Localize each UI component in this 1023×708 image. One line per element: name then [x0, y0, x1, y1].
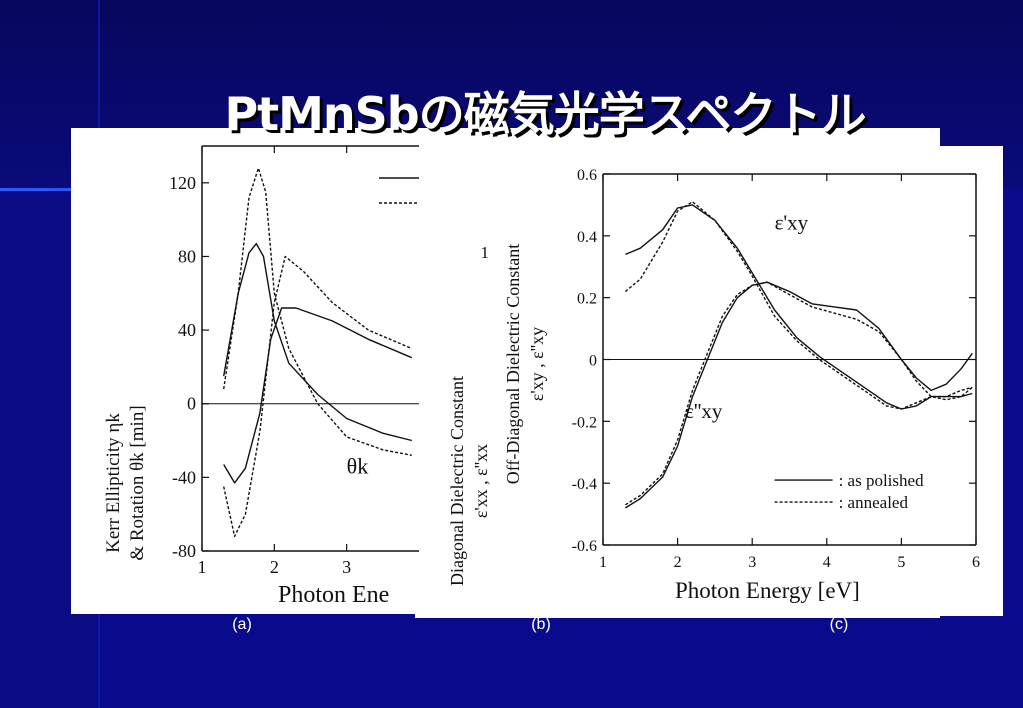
chart-a-series-2-line — [223, 307, 413, 484]
chart-a-ylabel-line2: & Rotation θk [min] — [127, 405, 148, 560]
chart-a: Kerr Ellipticity ηk & Rotation θk [min] … — [103, 145, 419, 608]
chart-c-xtick-label: 5 — [897, 554, 905, 571]
chart-c-legend-label-0: : as polished — [839, 471, 924, 490]
chart-c-xtick-label: 6 — [972, 554, 980, 571]
chart-a-xlabel: Photon Ene — [278, 582, 389, 608]
chart-a-series-1-line — [223, 167, 412, 456]
chart-a-xtick-label: 3 — [342, 557, 351, 577]
chart-a-ytick-label: 0 — [187, 394, 196, 414]
chart-c: Off-Diagonal Dielectric Constant ε'xy , … — [503, 167, 980, 603]
caption-b: (b) — [531, 616, 551, 633]
chart-c-series-2-line — [625, 281, 973, 509]
chart-a-ytick-label: -40 — [172, 467, 196, 487]
panel-a: Kerr Ellipticity ηk & Rotation θk [min] … — [71, 128, 419, 614]
chart-c-ytick-label: 0.2 — [577, 291, 597, 308]
chart-a-ytick-label: -80 — [172, 541, 196, 561]
chart-a-ytick-label: 40 — [178, 320, 196, 340]
chart-c-ylabel-line2: ε'xy , ε''xy — [527, 327, 547, 401]
caption-c: (c) — [829, 616, 849, 633]
caption-a: (a) — [232, 616, 252, 633]
chart-b-ylabel-line1: Diagonal Dielectric Constant — [447, 376, 467, 586]
chart-a-ytick-label: 120 — [169, 173, 196, 193]
chart-c-legend-label-1: : annealed — [839, 493, 909, 512]
chart-c-ytick-label: 0 — [589, 353, 597, 370]
chart-c-series-0-line — [625, 204, 973, 410]
chart-c-xtick-label: 1 — [599, 554, 607, 571]
chart-c-xtick-label: 4 — [823, 554, 831, 571]
chart-c-annotation: ε''xy — [685, 399, 723, 423]
chart-c-xtick-label: 3 — [748, 554, 756, 571]
slide-title: PtMnSbの磁気光学スペクトル — [224, 87, 866, 141]
chart-a-xtick-label: 2 — [270, 557, 279, 577]
chart-a-series-0-line — [223, 242, 412, 442]
chart-c-series-1-line — [624, 201, 973, 410]
chart-c-xlabel: Photon Energy [eV] — [675, 578, 860, 603]
chart-c-ytick-label: -0.4 — [572, 476, 597, 493]
chart-a-ylabel-line1: Kerr Ellipticity ηk — [103, 413, 124, 553]
chart-c-ytick-label: 0.4 — [577, 229, 597, 246]
chart-a-ytick-label: 80 — [178, 246, 196, 266]
chart-c-ytick-label: 0.6 — [577, 167, 597, 184]
chart-c-ylabel-line1: Off-Diagonal Dielectric Constant — [503, 244, 523, 485]
chart-a-xtick-label: 1 — [198, 557, 207, 577]
chart-b-tick-label: 1 — [481, 243, 490, 262]
panel-c: Off-Diagonal Dielectric Constant ε'xy , … — [493, 146, 1003, 616]
chart-c-ytick-label: -0.6 — [572, 538, 597, 555]
chart-c-ytick-label: -0.2 — [572, 414, 597, 431]
chart-a-annotation: θk — [347, 454, 369, 479]
chart-c-annotation: ε'xy — [775, 211, 809, 235]
chart-b: Diagonal Dielectric Constant ε'xx , ε''x… — [447, 243, 491, 586]
chart-b-ylabel-line2: ε'xx , ε''xx — [471, 444, 491, 518]
chart-a-series-3-line — [223, 255, 413, 537]
chart-c-series-3-line — [625, 281, 973, 506]
chart-c-xtick-label: 2 — [674, 554, 682, 571]
